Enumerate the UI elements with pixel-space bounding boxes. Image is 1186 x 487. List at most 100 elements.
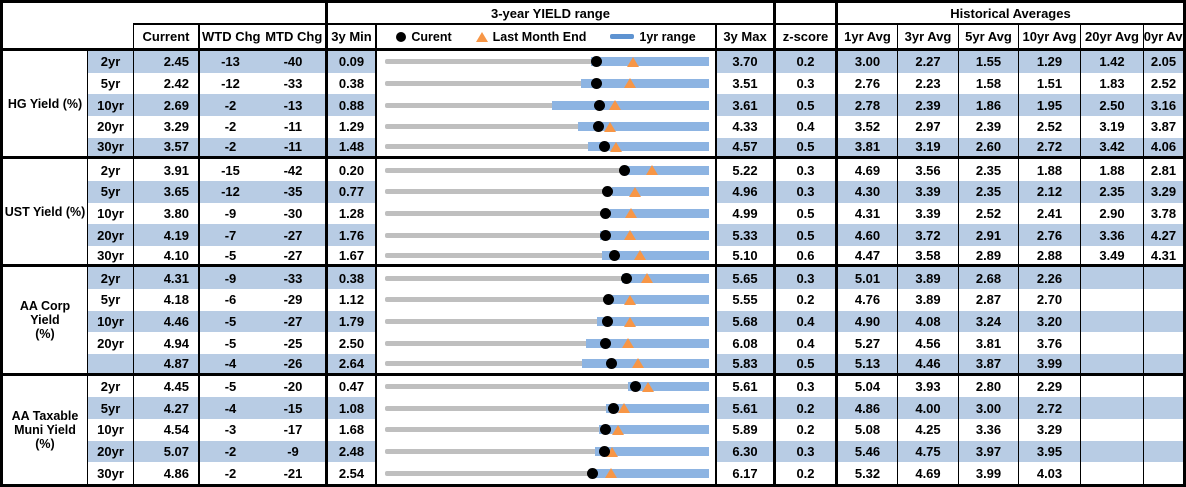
- one-year-range-bar: [621, 165, 709, 175]
- 3y-min-cell: 1.29: [325, 115, 375, 138]
- avg-cell: 2.80: [958, 375, 1018, 398]
- legend-last-month-end-triangle-icon: [475, 31, 488, 42]
- current-dot-marker: [609, 249, 621, 261]
- last-month-end-triangle-marker: [612, 424, 625, 435]
- mtd-chg-cell: -21: [283, 465, 303, 481]
- three-year-range-track: [385, 210, 709, 216]
- avg-cell: 1.95: [1018, 94, 1080, 116]
- range-chart-cell: [375, 397, 715, 420]
- avg-cell: 1.58: [958, 72, 1018, 95]
- range-chart-cell: [375, 115, 715, 138]
- one-year-range-bar: [590, 57, 709, 67]
- three-year-range-track: [385, 144, 709, 150]
- current-cell: 2.42: [133, 72, 198, 95]
- mtd-chg-cell: -26: [261, 354, 325, 376]
- legend-item-1yr-range: 1yr range: [610, 30, 696, 44]
- current-cell: 3.91: [133, 159, 198, 181]
- current-cell: 4.94: [133, 332, 198, 355]
- range-section-title: 3-year YIELD range: [325, 3, 773, 25]
- z-score-cell: 0.3: [773, 159, 835, 181]
- avg-cell: 3.81: [958, 332, 1018, 355]
- 3y-max-cell: 5.22: [715, 159, 773, 181]
- avg-cell: [1080, 419, 1143, 441]
- three-year-range-track: [385, 252, 709, 258]
- column-header-mtd: MTD Chg: [265, 29, 323, 44]
- current-cell: 3.65: [133, 180, 198, 203]
- avg-cell: [1080, 375, 1143, 398]
- avg-cell: [1080, 267, 1143, 290]
- range-chart-cell: [375, 375, 715, 398]
- last-month-end-triangle-marker: [604, 468, 617, 479]
- 3y-min-cell: 0.77: [325, 180, 375, 203]
- avg-cell: 4.25: [897, 419, 958, 441]
- avg-cell: 3.19: [897, 137, 958, 160]
- column-header-z-score: z-score: [773, 25, 835, 51]
- range-chart-cell: [375, 94, 715, 116]
- one-year-range-bar: [628, 382, 709, 392]
- z-score-cell: 0.3: [773, 375, 835, 398]
- last-month-end-triangle-marker: [642, 381, 655, 392]
- avg-cell: 1.55: [958, 51, 1018, 73]
- 3y-max-cell: 5.33: [715, 224, 773, 246]
- avg-cell: 4.60: [835, 224, 897, 246]
- last-month-end-triangle-marker: [603, 121, 616, 132]
- avg-cell: 4.27: [1143, 224, 1183, 246]
- last-month-end-triangle-marker: [609, 141, 622, 152]
- avg-cell: [1080, 289, 1143, 311]
- wtd-chg-cell: -12: [198, 180, 261, 203]
- three-year-range-track: [385, 360, 709, 366]
- one-year-range-bar: [621, 273, 709, 283]
- range-chart: [385, 51, 709, 73]
- avg-cell: 3.20: [1018, 310, 1080, 333]
- avg-cell: 4.86: [835, 397, 897, 420]
- 3y-min-cell: 0.38: [325, 72, 375, 95]
- avg-cell: 2.39: [958, 115, 1018, 138]
- tenor-cell: 5yr: [88, 397, 133, 420]
- 3y-max-cell: 4.33: [715, 115, 773, 138]
- avg-cell: 2.97: [897, 115, 958, 138]
- z-score-cell: 0.5: [773, 94, 835, 116]
- current-dot-marker: [618, 164, 630, 176]
- range-chart: [385, 73, 709, 95]
- range-chart-cell: [375, 332, 715, 355]
- current-cell: 4.54: [133, 419, 198, 441]
- 3y-min-cell: 2.48: [325, 440, 375, 463]
- range-chart: [385, 354, 709, 373]
- current-cell: 4.86: [133, 462, 198, 484]
- three-year-range-track: [385, 340, 709, 346]
- avg-cell: 2.12: [1018, 180, 1080, 203]
- range-chart-cell: [375, 224, 715, 246]
- current-dot-marker: [607, 402, 619, 414]
- 3y-max-cell: 5.65: [715, 267, 773, 290]
- avg-cell: 2.52: [958, 202, 1018, 225]
- avg-cell: 4.46: [897, 354, 958, 376]
- range-chart-cell: [375, 72, 715, 95]
- one-year-range-bar: [596, 317, 709, 327]
- 3y-min-cell: 1.67: [325, 245, 375, 268]
- range-chart: [385, 203, 709, 225]
- wtd-chg-cell: -5: [198, 245, 261, 268]
- current-dot-marker: [598, 141, 610, 153]
- z-score-cell: 0.3: [773, 180, 835, 203]
- last-month-end-triangle-marker: [624, 78, 637, 89]
- mtd-chg-cell: -27: [261, 310, 325, 333]
- avg-cell: 2.88: [1018, 245, 1080, 268]
- avg-cell: 2.76: [835, 72, 897, 95]
- z-score-cell: 0.2: [773, 462, 835, 484]
- avg-cell: 4.56: [897, 332, 958, 355]
- tenor-cell: 20yr: [97, 119, 124, 135]
- last-month-end-triangle-marker: [622, 338, 635, 349]
- mtd-chg-cell: -42: [283, 162, 303, 178]
- current-cell: 5.07: [133, 440, 198, 463]
- avg-cell: [1080, 397, 1143, 420]
- column-header-3yr-avg: 3yr Avg: [897, 25, 958, 51]
- mtd-chg-cell: -15: [261, 397, 325, 420]
- 3y-min-cell: 1.79: [325, 310, 375, 333]
- avg-cell: 1.88: [1080, 159, 1143, 181]
- avg-cell: 2.50: [1080, 94, 1143, 116]
- one-year-range-bar: [611, 187, 709, 197]
- wtd-chg-cell: -9: [198, 267, 261, 290]
- range-chart: [385, 462, 709, 484]
- one-year-range-bar: [605, 295, 709, 305]
- current-dot-marker: [600, 337, 612, 349]
